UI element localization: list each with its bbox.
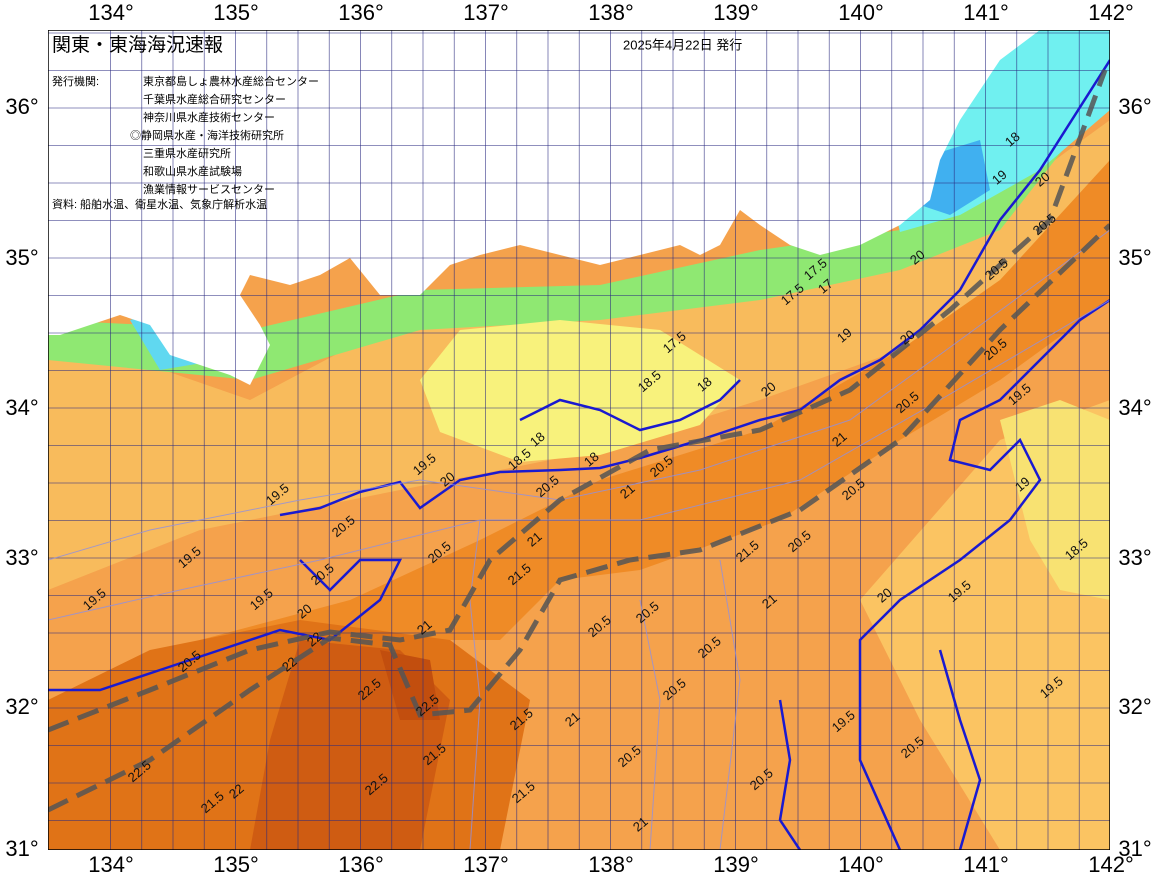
axes: 134° 134° 135° 135° 136° 136° 137° 137° 138° 138°… (5, 0, 1151, 877)
data-source: 資料: 船舶水温、衛星水温、気象庁解析水温 (52, 197, 267, 211)
warm-core (380, 650, 440, 720)
isotherm-20 (938, 649, 982, 850)
bay-water (420, 320, 740, 462)
issuer: 東京都島しょ農林水産総合センター (143, 74, 319, 88)
lat-label: 33° (5, 545, 38, 570)
lat-label: 36° (5, 94, 38, 119)
lon-label: 138° (588, 0, 634, 25)
issue-date: 2025年4月22日 発行 (623, 37, 742, 52)
lat-label: 31° (1118, 836, 1151, 861)
lon-label: 135° (213, 852, 259, 877)
header: 関東・東海海況速報 2025年4月22日 発行 発行機関: 資料: 船舶水温、衛… (52, 34, 742, 211)
lat-label: 35° (1118, 245, 1151, 270)
kuroshio-axis (48, 69, 1110, 813)
lon-label: 142° (1088, 852, 1134, 877)
lat-label: 35° (5, 245, 38, 270)
warm-band (48, 160, 1110, 760)
lat-label: 33° (1118, 545, 1151, 570)
lon-label: 139° (713, 0, 759, 25)
issuer: 三重県水産研究所 (143, 146, 231, 160)
lon-label: 136° (338, 852, 384, 877)
cool-core (1000, 400, 1110, 600)
issuer: 千葉県水産総合研究センター (143, 92, 286, 106)
isotherm-20 (858, 298, 1110, 850)
lon-label: 141° (963, 852, 1009, 877)
issuer-label: 発行機関: (52, 74, 99, 88)
isotherm-20 (279, 59, 1110, 517)
issuer: 和歌山県水産試験場 (143, 164, 242, 178)
lat-label: 34° (5, 395, 38, 420)
isotherm-20 (778, 699, 802, 850)
lon-label: 134° (88, 852, 134, 877)
lon-label: 142° (1088, 0, 1134, 25)
lon-label: 141° (963, 0, 1009, 25)
lon-label: 137° (463, 852, 509, 877)
issuer: ◎静岡県水産・海洋技術研究所 (130, 128, 284, 142)
lat-label: 34° (1118, 395, 1151, 420)
isotherms (48, 59, 1110, 850)
issuer: 漁業情報サービスセンター (143, 182, 275, 196)
land (48, 30, 1040, 385)
lon-label: 138° (588, 852, 634, 877)
issuer: 神奈川県水産技術センター (143, 110, 275, 124)
isotherm-19 (519, 379, 741, 432)
lat-label: 32° (1118, 694, 1151, 719)
lat-label: 32° (5, 694, 38, 719)
lon-label: 137° (463, 0, 509, 25)
lon-label: 134° (88, 0, 134, 25)
lat-label: 36° (1118, 94, 1151, 119)
lon-label: 135° (213, 0, 259, 25)
lon-label: 139° (713, 852, 759, 877)
lon-label: 140° (838, 0, 884, 25)
lon-label: 136° (338, 0, 384, 25)
lat-label: 31° (5, 836, 38, 861)
lon-label: 140° (838, 852, 884, 877)
map-title: 関東・東海海況速報 (52, 34, 223, 56)
